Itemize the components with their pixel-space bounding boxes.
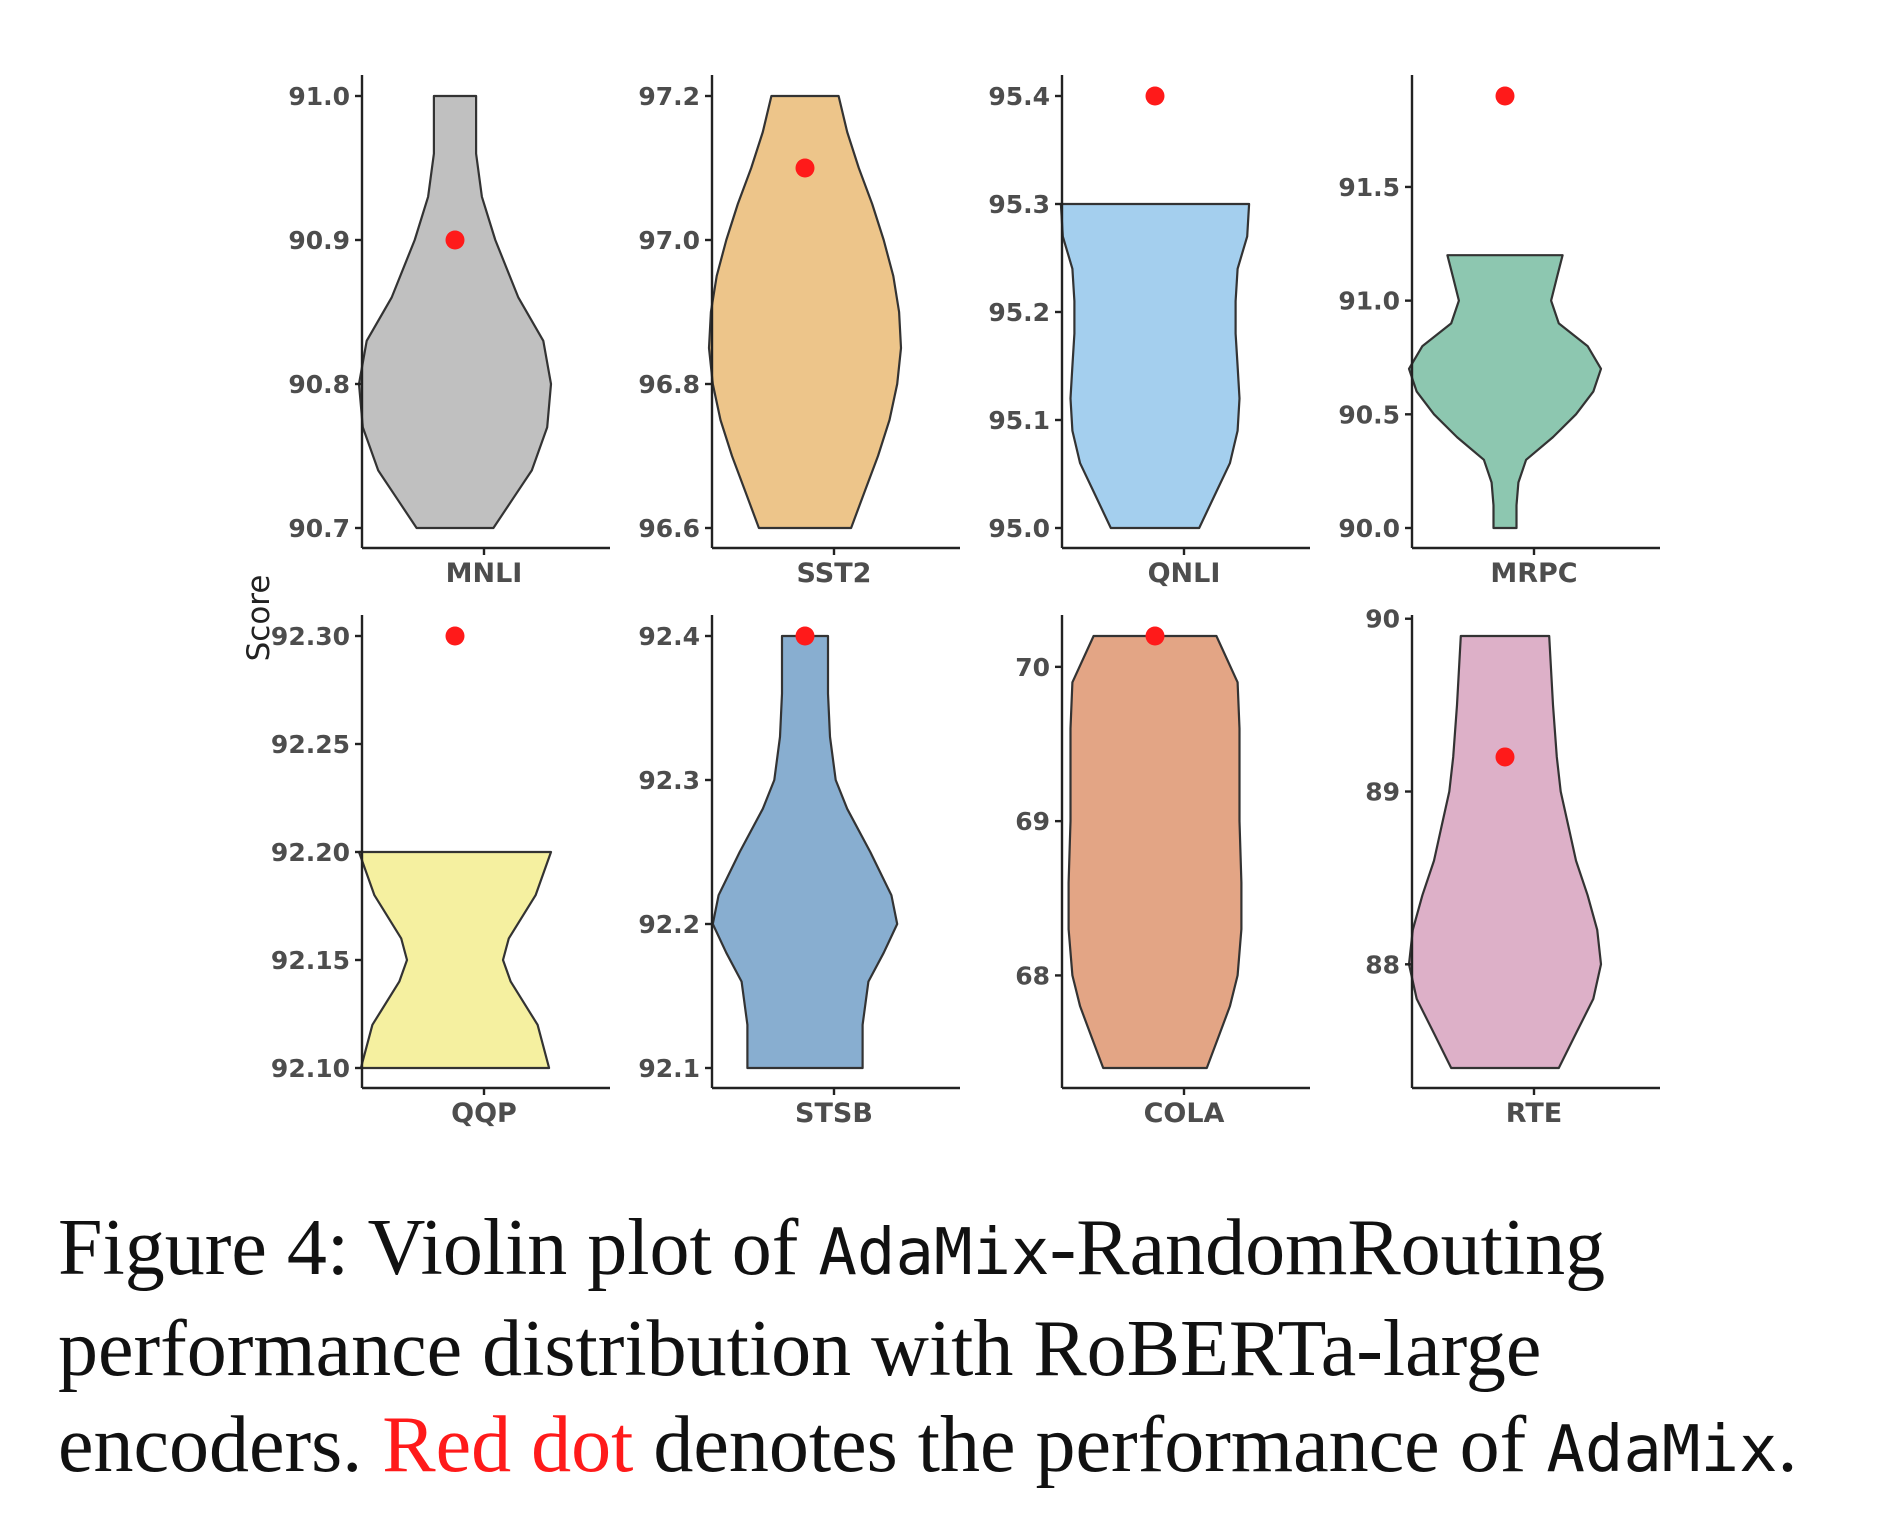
panel-mnli: 90.7 90.8 90.9 91.0 MNLI [288, 75, 610, 589]
caption-method-name-2: AdaMix [1546, 1413, 1778, 1487]
y-tick-label-qqp: 92.30 [271, 622, 350, 651]
y-tick-label-cola: 68 [1015, 961, 1050, 990]
y-tick-label-qnli: 95.2 [988, 298, 1050, 327]
adamix-point-sst2 [795, 158, 815, 178]
adamix-point-qqp [445, 626, 465, 646]
violin-stsb [711, 634, 899, 1070]
violin-cola [1067, 634, 1243, 1070]
y-tick-label-mrpc: 91.0 [1338, 287, 1400, 316]
adamix-point-qnli [1145, 86, 1165, 106]
y-tick-label-qqp: 92.10 [271, 1054, 350, 1083]
caption-red-dot: Red dot [382, 1401, 634, 1489]
adamix-point-cola [1145, 626, 1165, 646]
y-tick-label-sst2: 97.2 [638, 82, 700, 111]
y-tick-label-sst2: 97.0 [638, 226, 700, 255]
violin-qnli [1059, 202, 1251, 530]
y-tick-label-stsb: 92.2 [638, 910, 700, 939]
category-label-stsb: STSB [795, 1098, 873, 1129]
y-tick-label-cola: 70 [1015, 653, 1050, 682]
y-tick-label-cola: 69 [1015, 807, 1050, 836]
category-label-cola: COLA [1144, 1098, 1225, 1129]
panel-cola: 68 69 70 COLA [1015, 615, 1310, 1129]
category-label-rte: RTE [1506, 1098, 1562, 1129]
caption-text-1: Figure 4: Violin plot of [58, 1204, 819, 1292]
figure-caption: Figure 4: Violin plot of AdaMix-RandomRo… [58, 1200, 1858, 1498]
y-tick-label-qnli: 95.0 [988, 514, 1050, 543]
y-tick-label-rte: 88 [1365, 950, 1400, 979]
panel-sst2: 96.6 96.8 97.0 97.2 SST2 [638, 75, 960, 589]
caption-text-3: denotes the performance of [633, 1401, 1547, 1489]
category-label-mrpc: MRPC [1490, 558, 1577, 589]
adamix-point-mrpc [1495, 86, 1515, 106]
panel-stsb: 92.1 92.2 92.3 92.4 STSB [638, 615, 960, 1129]
y-tick-label-mrpc: 91.5 [1338, 173, 1400, 202]
caption-method-name: AdaMix [818, 1216, 1050, 1290]
y-tick-label-qqp: 92.25 [271, 730, 350, 759]
y-tick-label-qqp: 92.15 [271, 946, 350, 975]
y-tick-label-qnli: 95.1 [988, 406, 1050, 435]
y-tick-label-stsb: 92.4 [638, 622, 700, 651]
y-tick-label-qnli: 95.3 [988, 190, 1050, 219]
y-tick-label-qnli: 95.4 [988, 82, 1050, 111]
panel-qnli: 95.0 95.1 95.2 95.3 95.4 QNLI [988, 75, 1310, 589]
caption-text-2: -RandomRouting performance distribution … [58, 1204, 1606, 1489]
adamix-point-mnli [445, 230, 465, 250]
y-tick-label-stsb: 92.1 [638, 1054, 700, 1083]
y-tick-label-sst2: 96.6 [638, 514, 700, 543]
panel-qqp: 92.10 92.15 92.20 92.25 92.30 QQP [271, 615, 610, 1129]
y-tick-label-mnli: 90.7 [288, 514, 350, 543]
violin-figure: Score 90.7 90.8 90.9 91.0 MNLI 96.6 96.8 97.0 97… [241, 75, 1660, 1129]
y-tick-label-mnli: 90.8 [288, 370, 350, 399]
adamix-point-stsb [795, 626, 815, 646]
y-tick-label-rte: 90 [1365, 605, 1400, 634]
y-tick-label-mnli: 90.9 [288, 226, 350, 255]
category-label-sst2: SST2 [797, 558, 872, 589]
violin-rte [1407, 634, 1603, 1070]
violin-mrpc [1407, 254, 1603, 530]
y-tick-label-rte: 89 [1365, 778, 1400, 807]
violin-mnli [357, 94, 553, 530]
y-tick-label-mrpc: 90.5 [1338, 400, 1400, 429]
y-tick-label-stsb: 92.3 [638, 766, 700, 795]
y-tick-label-mrpc: 90.0 [1338, 514, 1400, 543]
caption-text-4: . [1777, 1401, 1798, 1489]
panel-mrpc: 90.0 90.5 91.0 91.5 MRPC [1338, 75, 1660, 589]
adamix-point-rte [1495, 747, 1515, 767]
violin-sst2 [707, 94, 903, 530]
violin-panels: 90.7 90.8 90.9 91.0 MNLI 96.6 96.8 97.0 97.2 SST2… [271, 75, 1660, 1129]
violin-qqp [357, 850, 553, 1070]
category-label-mnli: MNLI [446, 558, 523, 589]
category-label-qqp: QQP [451, 1098, 517, 1129]
y-axis-title: Score [241, 575, 277, 662]
y-tick-label-qqp: 92.20 [271, 838, 350, 867]
y-tick-label-mnli: 91.0 [288, 82, 350, 111]
category-label-qnli: QNLI [1148, 558, 1221, 589]
y-tick-label-sst2: 96.8 [638, 370, 700, 399]
panel-rte: 88 89 90 RTE [1365, 605, 1660, 1129]
